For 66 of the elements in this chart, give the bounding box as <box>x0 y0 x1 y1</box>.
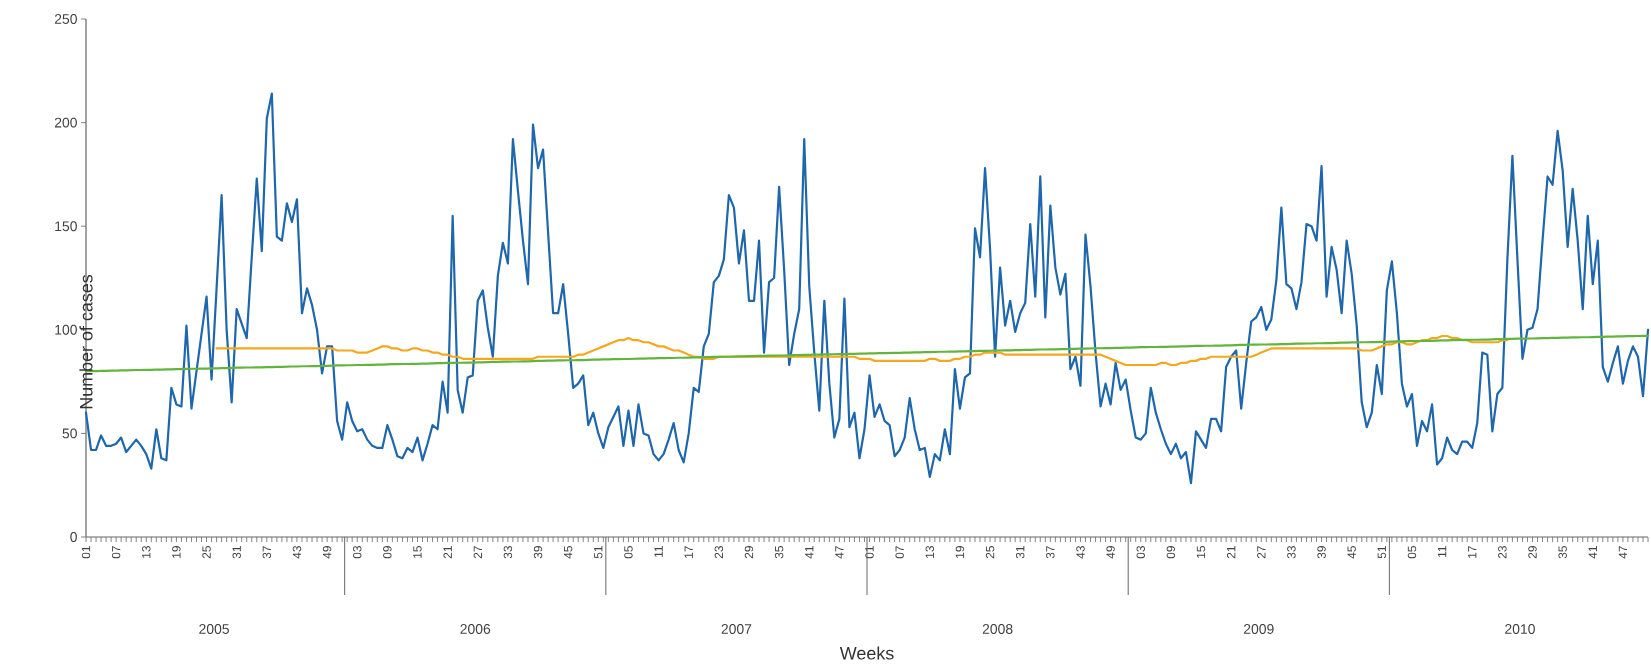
y-tick-label: 150 <box>55 221 77 232</box>
x-tick-label: 27 <box>1257 546 1266 559</box>
x-tick-label: 19 <box>172 546 181 558</box>
x-tick-label: 25 <box>985 546 995 559</box>
text: 2008 <box>982 624 1013 634</box>
x-tick-label: 41 <box>805 546 814 559</box>
x-tick-label: 09 <box>383 546 392 559</box>
text: 2010 <box>1505 624 1535 634</box>
x-tick-label: 03 <box>352 546 362 559</box>
x-tick-label: 39 <box>533 546 543 559</box>
x-axis-title: Weeks <box>839 646 894 660</box>
y-axis-title: Number of cases <box>79 274 93 409</box>
text: 2005 <box>199 624 229 634</box>
x-tick-label: 45 <box>1347 546 1356 559</box>
x-tick-label: 03 <box>1136 546 1145 559</box>
x-tick-label: 05 <box>1407 546 1417 559</box>
x-tick-label: 09 <box>1166 546 1176 559</box>
x-tick-label: 15 <box>1196 546 1206 558</box>
x-tick-label: 15 <box>413 546 422 558</box>
x-tick-label: 39 <box>1317 546 1326 559</box>
x-tick-label: 35 <box>1558 546 1567 559</box>
x-tick-label: 37 <box>262 546 272 559</box>
x-tick-label: 01 <box>865 546 874 559</box>
x-tick-label: 23 <box>1498 546 1507 559</box>
x-tick-label: 17 <box>1468 546 1477 558</box>
text: 2009 <box>1243 624 1274 634</box>
x-tick-label: 13 <box>142 546 151 558</box>
x-tick-label: 51 <box>594 546 603 559</box>
x-tick-label: 21 <box>443 546 452 559</box>
x-tick-label: 21 <box>1226 546 1236 559</box>
x-tick-label: 29 <box>744 546 754 559</box>
x-tick-label: 19 <box>955 546 965 558</box>
y-tick-label: 200 <box>54 117 77 128</box>
x-tick-label: 51 <box>1377 546 1386 559</box>
x-tick-label: 33 <box>1287 546 1296 559</box>
x-tick-label: 13 <box>925 546 935 558</box>
x-tick-label: 35 <box>774 546 784 559</box>
x-tick-label: 29 <box>1528 546 1537 559</box>
x-tick-label: 01 <box>81 546 91 559</box>
x-tick-label: 23 <box>714 546 724 559</box>
y-tick-label: 250 <box>54 14 77 24</box>
x-tick-label: 25 <box>202 546 211 559</box>
text: 2007 <box>721 624 752 634</box>
y-tick-label: 0 <box>70 532 77 542</box>
x-tick-label: 49 <box>322 546 332 559</box>
text: 2006 <box>460 624 491 634</box>
x-tick-label: 27 <box>473 546 482 559</box>
x-tick-label: 37 <box>1046 546 1055 559</box>
x-tick-label: 07 <box>111 546 121 559</box>
x-tick-label: 43 <box>1076 546 1085 559</box>
x-tick-label: 31 <box>232 546 241 559</box>
x-tick-label: 07 <box>895 546 904 559</box>
x-tick-label: 33 <box>503 546 513 559</box>
x-tick-label: 47 <box>1618 546 1628 559</box>
x-tick-label: 17 <box>684 546 693 558</box>
x-tick-label: 11 <box>1437 546 1447 558</box>
y-tick-label: 50 <box>62 428 77 439</box>
x-tick-label: 11 <box>654 546 663 558</box>
x-tick-label: 05 <box>624 546 633 559</box>
x-tick-label: 47 <box>835 546 844 559</box>
x-tick-label: 49 <box>1106 546 1115 559</box>
y-tick-label: 100 <box>55 324 77 335</box>
x-tick-label: 41 <box>1588 546 1597 559</box>
x-tick-label: 31 <box>1015 546 1025 559</box>
x-tick-label: 43 <box>292 546 302 559</box>
x-tick-label: 45 <box>564 546 573 559</box>
